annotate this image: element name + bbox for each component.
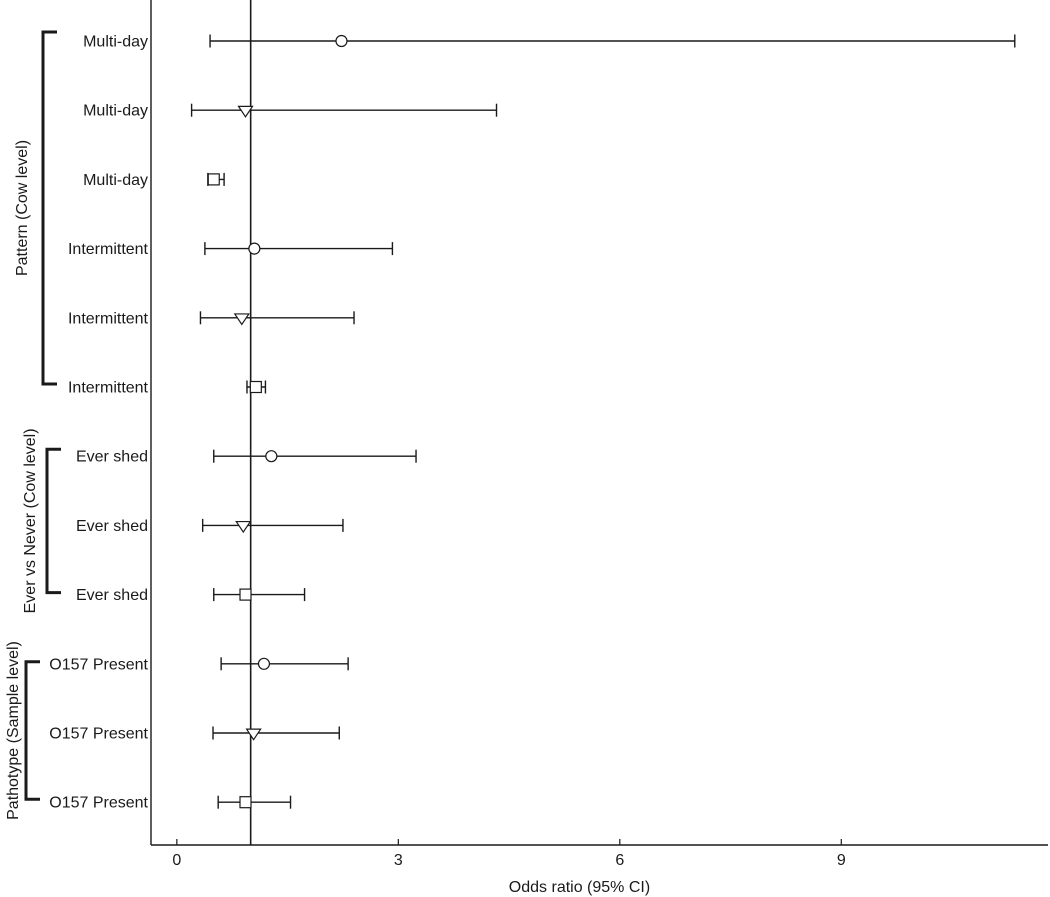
- row-label: O157 Present: [49, 726, 148, 743]
- estimate-square-marker: [239, 796, 252, 809]
- forest-row: Ever shed: [76, 518, 344, 535]
- group-label: Pattern (Cow level): [14, 140, 31, 276]
- forest-row: Ever shed: [76, 587, 306, 604]
- estimate-triangle-marker: [237, 105, 254, 118]
- estimate-circle-marker: [257, 657, 271, 670]
- estimate-square-marker: [239, 588, 252, 601]
- group-bracket: Pattern (Cow level): [14, 30, 57, 386]
- forest-row: Intermittent: [68, 241, 394, 258]
- row-label: Ever shed: [76, 449, 148, 466]
- x-tick-label: 6: [615, 852, 624, 869]
- row-label: O157 Present: [49, 795, 148, 812]
- x-tick-label: 3: [394, 852, 403, 869]
- forest-rows: Multi-day Multi-day Multi-day Intermittent I…: [49, 34, 1016, 812]
- estimate-circle-marker: [248, 242, 261, 255]
- estimate-triangle-marker: [235, 520, 252, 534]
- forest-row: Intermittent: [68, 310, 355, 327]
- forest-row: Multi-day: [83, 34, 1016, 51]
- row-label: Intermittent: [68, 380, 149, 397]
- group-label: Ever vs Never (Cow level): [22, 428, 39, 613]
- estimate-circle-marker: [335, 34, 348, 48]
- row-label: Intermittent: [68, 241, 149, 258]
- row-label: Ever shed: [76, 587, 148, 604]
- forest-row: O157 Present: [49, 726, 340, 743]
- forest-row: O157 Present: [49, 656, 349, 673]
- group-bracket: Pathotype (Sample level): [5, 641, 40, 820]
- bracket-line: [45, 447, 61, 595]
- forest-row: Ever shed: [76, 449, 417, 466]
- estimate-circle-marker: [265, 450, 278, 463]
- estimate-square-marker: [249, 380, 262, 394]
- estimate-square-marker: [207, 173, 220, 186]
- forest-row: Multi-day: [83, 103, 498, 120]
- row-label: Multi-day: [83, 172, 148, 189]
- row-label: O157 Present: [49, 656, 148, 673]
- row-label: Ever shed: [76, 518, 148, 535]
- bracket-line: [41, 30, 57, 386]
- x-tick-label: 0: [172, 852, 181, 869]
- estimate-triangle-marker: [245, 728, 262, 741]
- row-label: Multi-day: [83, 34, 148, 51]
- x-axis-ticks: 0 3 6 9: [172, 839, 846, 869]
- row-label: Multi-day: [83, 103, 148, 120]
- x-tick-label: 9: [837, 852, 846, 869]
- x-axis-title: Odds ratio (95% CI): [509, 879, 650, 896]
- forest-row: Intermittent: [68, 380, 267, 397]
- group-brackets: Pattern (Cow level) Ever vs Never (Cow le…: [5, 30, 61, 820]
- row-label: Intermittent: [68, 310, 149, 327]
- bracket-line: [24, 660, 40, 801]
- estimate-triangle-marker: [233, 313, 250, 326]
- group-label: Pathotype (Sample level): [5, 641, 22, 820]
- axes: [150, 0, 1048, 846]
- group-bracket: Ever vs Never (Cow level): [22, 428, 61, 613]
- forest-row: Multi-day: [83, 172, 225, 189]
- forest-row: O157 Present: [49, 795, 292, 812]
